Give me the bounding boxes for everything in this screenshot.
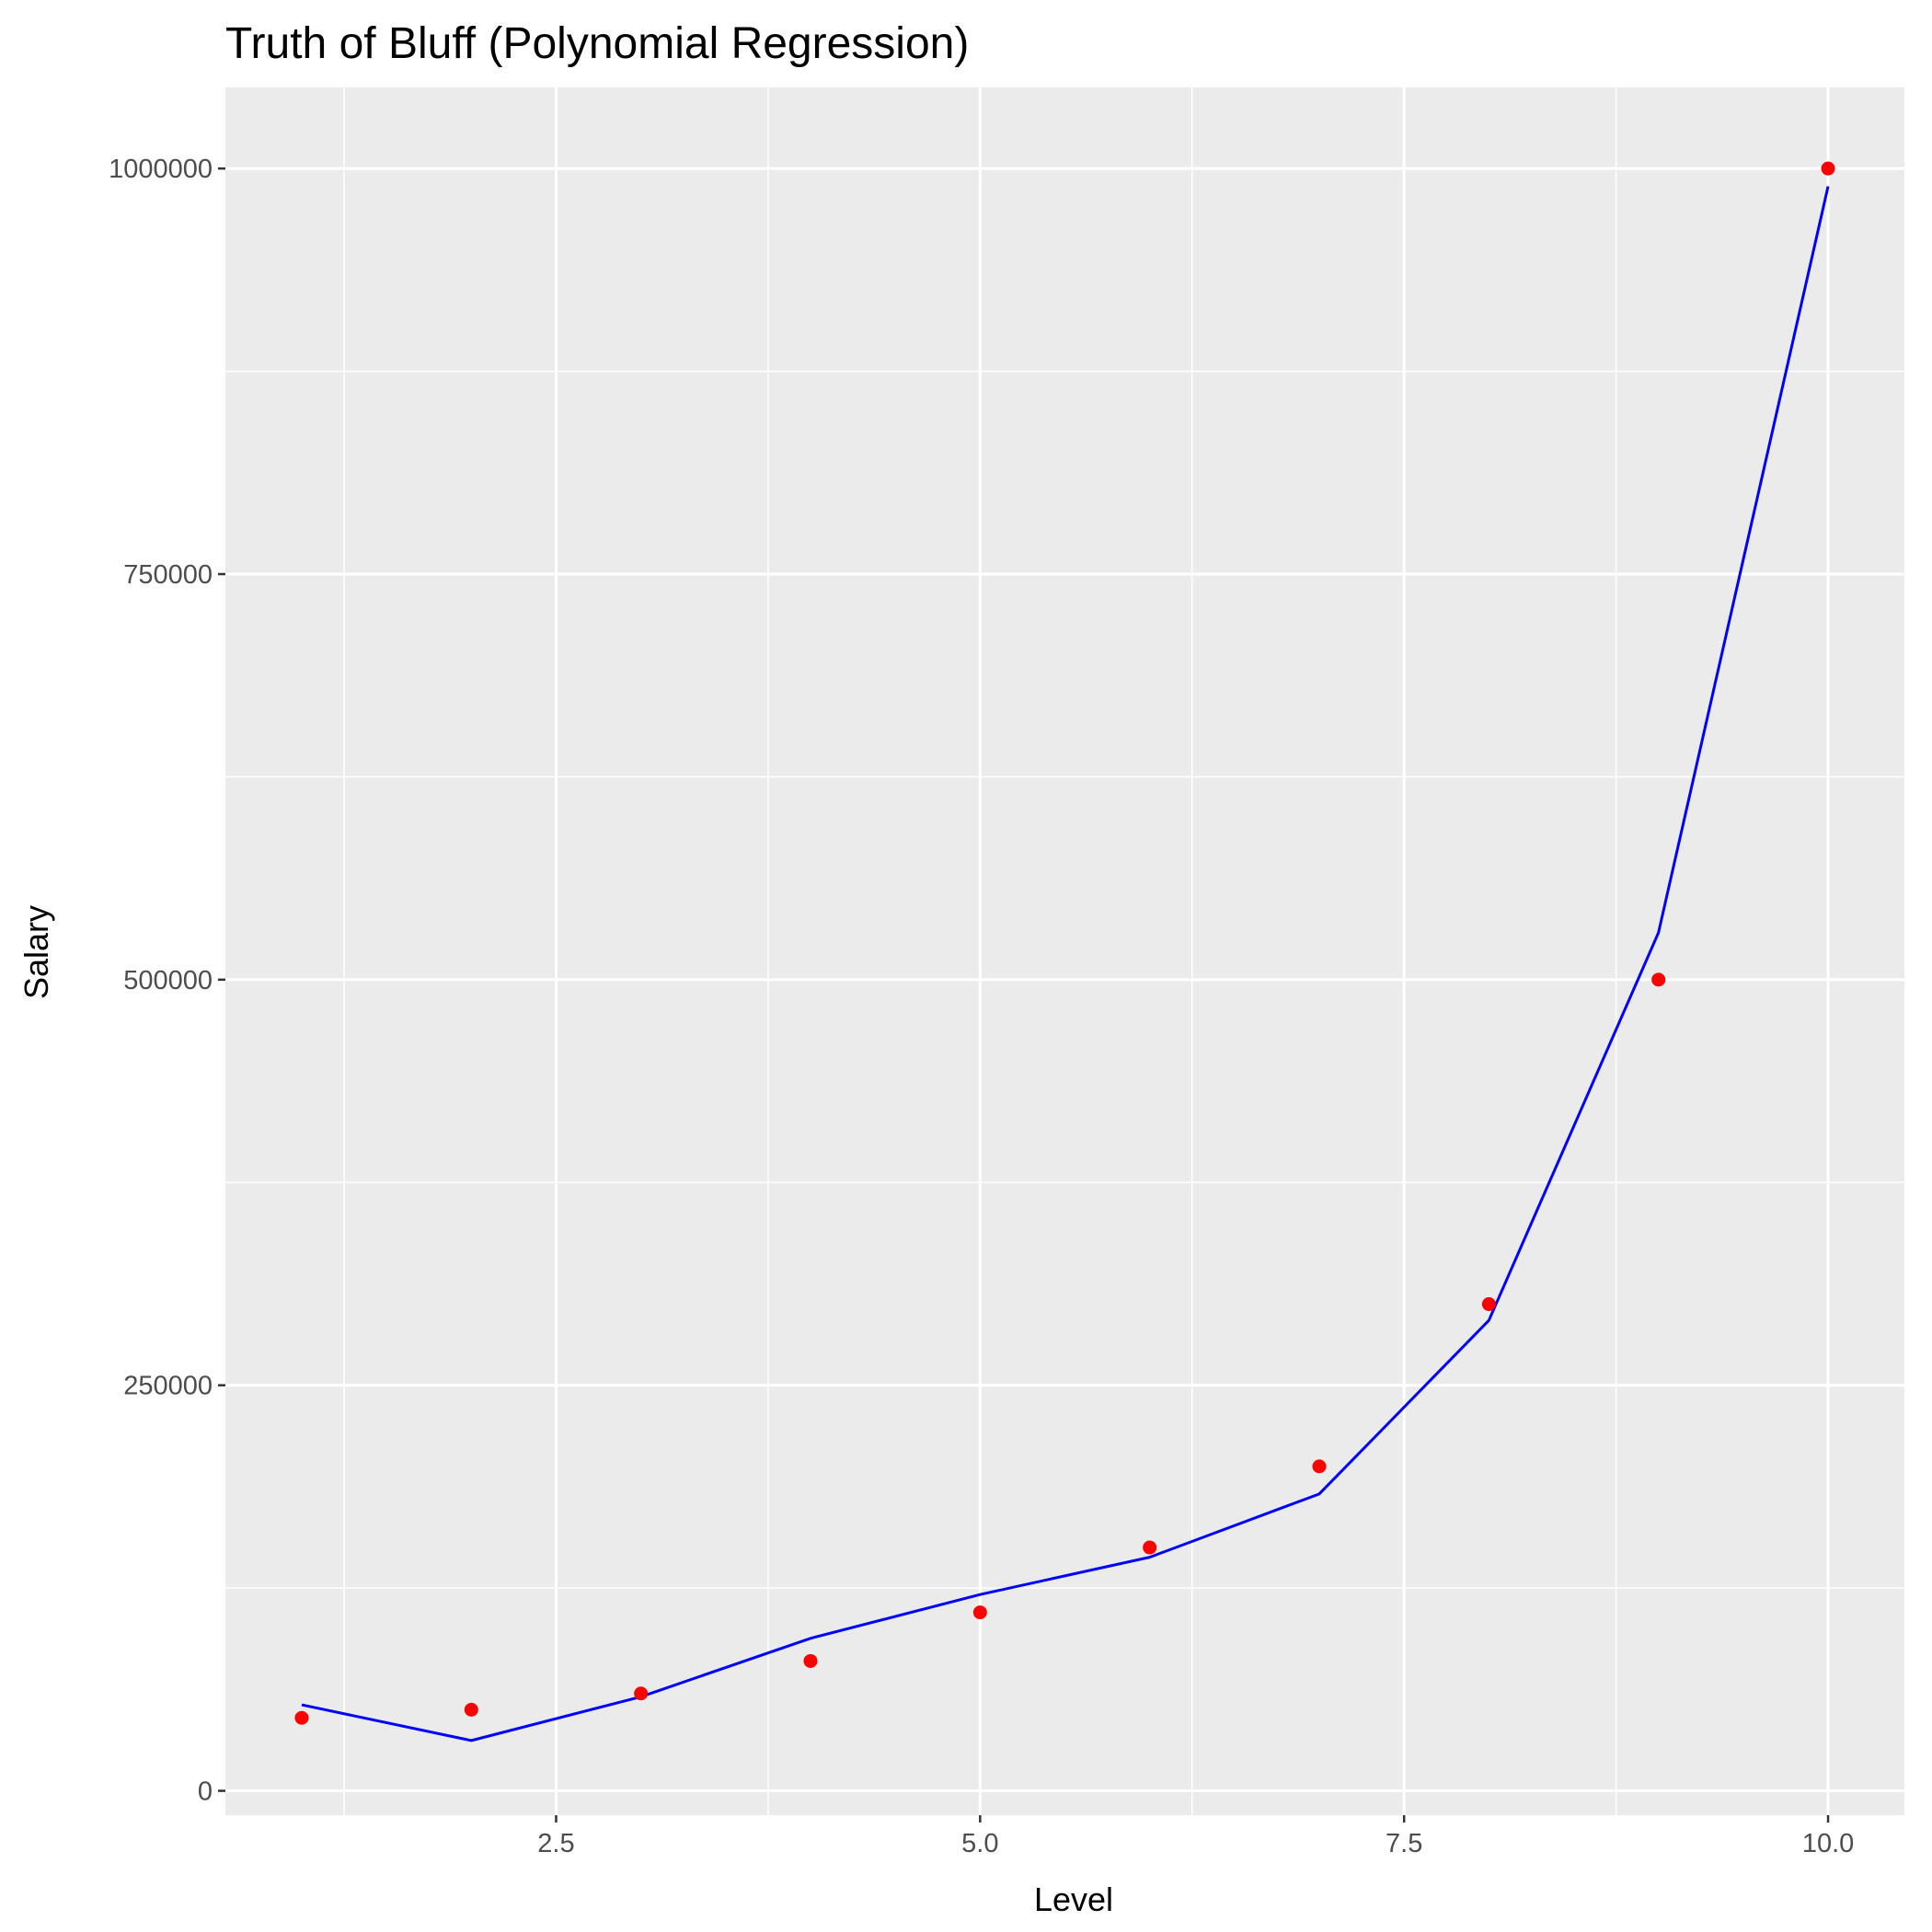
data-point (972, 1605, 987, 1620)
data-point (1312, 1459, 1327, 1474)
x-tick-label: 7.5 (1386, 1829, 1422, 1858)
data-point (1481, 1297, 1496, 1312)
chart-title: Truth of Bluff (Polynomial Regression) (225, 19, 969, 68)
data-point (1821, 161, 1835, 176)
fit-line (301, 186, 1830, 1742)
y-tick-label: 500000 (123, 966, 213, 995)
y-axis: 0 250000 500000 750000 1000000 (109, 155, 225, 1807)
y-tick-label: 250000 (123, 1372, 213, 1401)
minor-gridlines (225, 87, 1904, 1815)
point-layer (294, 161, 1835, 1725)
x-tick-label: 10.0 (1802, 1829, 1854, 1858)
data-point (803, 1653, 818, 1668)
y-tick-label: 0 (198, 1777, 213, 1807)
data-point (1651, 972, 1666, 987)
y-tick-label: 750000 (123, 560, 213, 590)
plot-panel (225, 87, 1904, 1815)
y-axis-title: Salary (17, 905, 55, 999)
data-point (634, 1686, 649, 1701)
x-tick-label: 2.5 (537, 1829, 574, 1858)
data-point (1143, 1540, 1157, 1555)
x-axis: 2.5 5.0 7.5 10.0 (537, 1815, 1854, 1858)
y-tick-label: 1000000 (109, 155, 213, 184)
data-point (294, 1710, 309, 1725)
data-point (464, 1702, 478, 1717)
fit-line-layer (301, 186, 1830, 1742)
major-gridlines (225, 87, 1904, 1815)
x-tick-label: 5.0 (961, 1829, 998, 1858)
x-axis-title: Level (1034, 1880, 1113, 1918)
